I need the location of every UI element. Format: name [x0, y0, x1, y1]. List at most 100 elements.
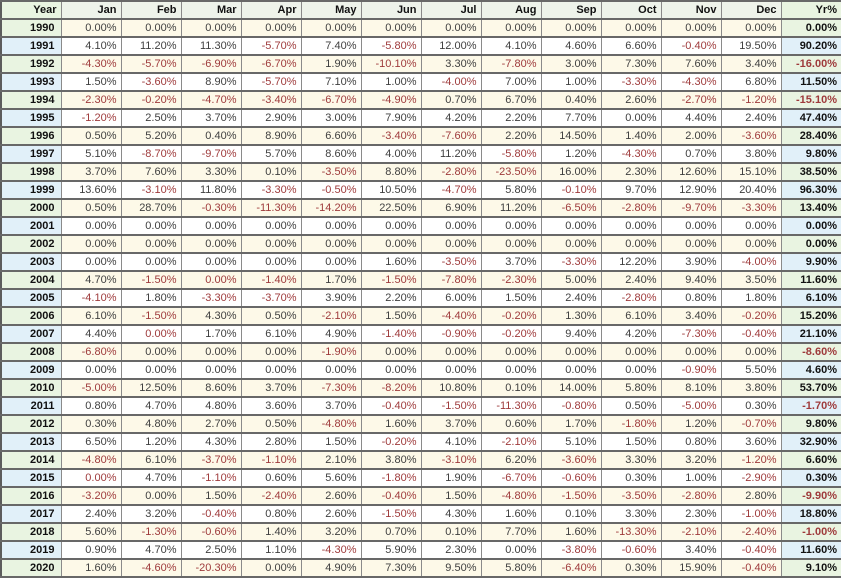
column-header-yrpct: Yr% [780, 0, 841, 20]
return-cell: -4.90% [360, 90, 422, 110]
return-cell: 3.70% [300, 396, 362, 416]
table-row: 2019 0.90% 4.70% 2.50% 1.10% -4.30% 5.90% 2.30%… [0, 540, 841, 560]
return-cell: 0.00% [660, 342, 722, 362]
return-cell: 4.00% [360, 144, 422, 164]
return-cell: 7.90% [360, 108, 422, 128]
return-cell: 4.80% [120, 414, 182, 434]
return-cell: 0.70% [660, 144, 722, 164]
year-cell: 2015 [0, 468, 62, 488]
return-cell: 4.90% [300, 558, 362, 578]
return-cell: 0.00% [600, 108, 662, 128]
return-cell: 3.70% [60, 162, 122, 182]
return-cell: 2.30% [420, 540, 482, 560]
return-cell: 0.00% [480, 360, 542, 380]
year-total-cell: 0.30% [780, 468, 841, 488]
return-cell: 5.70% [240, 144, 302, 164]
year-total-cell: 21.10% [780, 324, 841, 344]
return-cell: 1.90% [300, 54, 362, 74]
return-cell: -2.10% [480, 432, 542, 452]
table-row: 2005 -4.10% 1.80% -3.30% -3.70% 3.90% 2.20% 6.0… [0, 288, 841, 308]
return-cell: 3.70% [240, 378, 302, 398]
return-cell: 2.70% [180, 414, 242, 434]
return-cell: 0.00% [60, 216, 122, 236]
return-cell: -4.80% [480, 486, 542, 506]
return-cell: 2.80% [240, 432, 302, 452]
return-cell: -1.50% [540, 486, 602, 506]
return-cell: -0.30% [180, 198, 242, 218]
return-cell: 4.20% [420, 108, 482, 128]
return-cell: 0.00% [360, 18, 422, 38]
return-cell: -0.60% [540, 468, 602, 488]
return-cell: 0.00% [660, 234, 722, 254]
year-total-cell: 28.40% [780, 126, 841, 146]
year-cell: 1996 [0, 126, 62, 146]
return-cell: 1.90% [420, 468, 482, 488]
return-cell: 0.00% [120, 342, 182, 362]
return-cell: -1.00% [720, 504, 782, 524]
return-cell: 5.10% [60, 144, 122, 164]
return-cell: 7.60% [660, 54, 722, 74]
return-cell: 3.70% [480, 252, 542, 272]
table-row: 2017 2.40% 3.20% -0.40% 0.80% 2.60% -1.50% 4.30… [0, 504, 841, 524]
return-cell: 6.90% [420, 198, 482, 218]
year-cell: 2018 [0, 522, 62, 542]
return-cell: 0.00% [240, 252, 302, 272]
return-cell: 2.60% [600, 90, 662, 110]
return-cell: 0.30% [600, 468, 662, 488]
return-cell: -2.40% [240, 486, 302, 506]
return-cell: 15.90% [660, 558, 722, 578]
return-cell: -1.20% [60, 108, 122, 128]
return-cell: 0.00% [300, 252, 362, 272]
return-cell: -3.30% [720, 198, 782, 218]
column-header-oct: Oct [600, 0, 662, 20]
table-row: 1995 -1.20% 2.50% 3.70% 2.90% 3.00% 7.90% 4.20%… [0, 108, 841, 128]
return-cell: -8.20% [360, 378, 422, 398]
return-cell: 4.30% [180, 306, 242, 326]
year-total-cell: 9.80% [780, 144, 841, 164]
return-cell: 0.00% [660, 18, 722, 38]
return-cell: 3.80% [360, 450, 422, 470]
return-cell: -4.00% [720, 252, 782, 272]
return-cell: -4.30% [660, 72, 722, 92]
return-cell: 1.20% [120, 432, 182, 452]
year-cell: 2012 [0, 414, 62, 434]
return-cell: -0.40% [360, 396, 422, 416]
return-cell: -2.80% [660, 486, 722, 506]
return-cell: 13.60% [60, 180, 122, 200]
return-cell: 3.40% [720, 54, 782, 74]
year-total-cell: -9.90% [780, 486, 841, 506]
return-cell: 6.80% [720, 72, 782, 92]
return-cell: 4.70% [120, 540, 182, 560]
return-cell: 11.20% [120, 36, 182, 56]
return-cell: 9.40% [540, 324, 602, 344]
return-cell: 0.50% [600, 396, 662, 416]
return-cell: -6.80% [60, 342, 122, 362]
return-cell: -1.90% [300, 342, 362, 362]
return-cell: -3.80% [540, 540, 602, 560]
return-cell: 0.00% [60, 18, 122, 38]
return-cell: 2.20% [360, 288, 422, 308]
table-row: 2007 4.40% 0.00% 1.70% 6.10% 4.90% -1.40% -0.90… [0, 324, 841, 344]
return-cell: 6.10% [120, 450, 182, 470]
return-cell: -5.70% [120, 54, 182, 74]
table-row: 1990 0.00% 0.00% 0.00% 0.00% 0.00% 0.00% 0.00% 0… [0, 18, 841, 38]
return-cell: -7.30% [300, 378, 362, 398]
return-cell: 0.00% [660, 216, 722, 236]
return-cell: 2.60% [300, 486, 362, 506]
column-header-may: May [300, 0, 362, 20]
return-cell: 6.20% [480, 450, 542, 470]
return-cell: 10.80% [420, 378, 482, 398]
return-cell: 1.70% [300, 270, 362, 290]
return-cell: 0.00% [240, 234, 302, 254]
table-row: 2002 0.00% 0.00% 0.00% 0.00% 0.00% 0.00% 0.00% 0… [0, 234, 841, 254]
year-total-cell: 6.60% [780, 450, 841, 470]
year-total-cell: 4.60% [780, 360, 841, 380]
return-cell: -3.20% [60, 486, 122, 506]
return-cell: 7.70% [540, 108, 602, 128]
return-cell: 4.60% [540, 36, 602, 56]
return-cell: -4.30% [60, 54, 122, 74]
year-cell: 2010 [0, 378, 62, 398]
return-cell: -6.70% [300, 90, 362, 110]
return-cell: -3.70% [180, 450, 242, 470]
return-cell: 2.60% [300, 504, 362, 524]
